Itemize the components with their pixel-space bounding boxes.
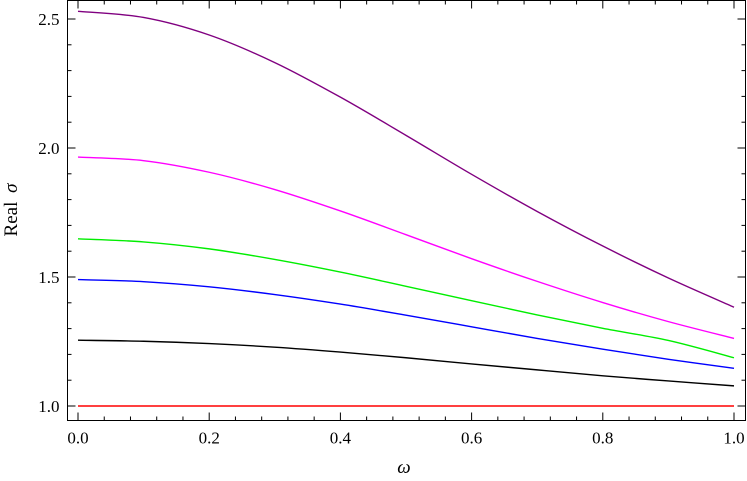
y-axis-label-symbol: σ (1, 183, 22, 193)
y-axis-label-prefix: Real (1, 202, 22, 237)
x-tick-label-1: 0.2 (199, 429, 220, 448)
y-axis-label: Real σ (1, 183, 22, 237)
series-layer (77, 10, 735, 407)
series-line-4 (77, 238, 735, 359)
x-tick-label-0: 0.0 (67, 429, 88, 448)
y-tick-label-1: 1.5 (38, 268, 59, 287)
x-axis-label: ω (397, 457, 410, 478)
y-tick-label-2: 2.0 (38, 139, 59, 158)
x-tick-label-2: 0.4 (330, 429, 352, 448)
plot-frame (67, 0, 746, 421)
y-tick-label-3: 2.5 (38, 10, 59, 29)
series-line-3 (77, 278, 735, 370)
x-tick-label-4: 0.8 (592, 429, 613, 448)
x-axis-ticks: 0.0 0.2 0.4 0.6 0.8 1.0 (67, 0, 745, 448)
y-axis-ticks: 1.0 1.5 2.0 2.5 (38, 10, 746, 416)
y-tick-label-0: 1.0 (38, 397, 59, 416)
x-tick-label-3: 0.6 (461, 429, 482, 448)
series-line-6 (77, 10, 735, 308)
series-line-5 (77, 156, 735, 340)
series-line-2 (77, 339, 735, 387)
x-tick-label-5: 1.0 (723, 429, 744, 448)
